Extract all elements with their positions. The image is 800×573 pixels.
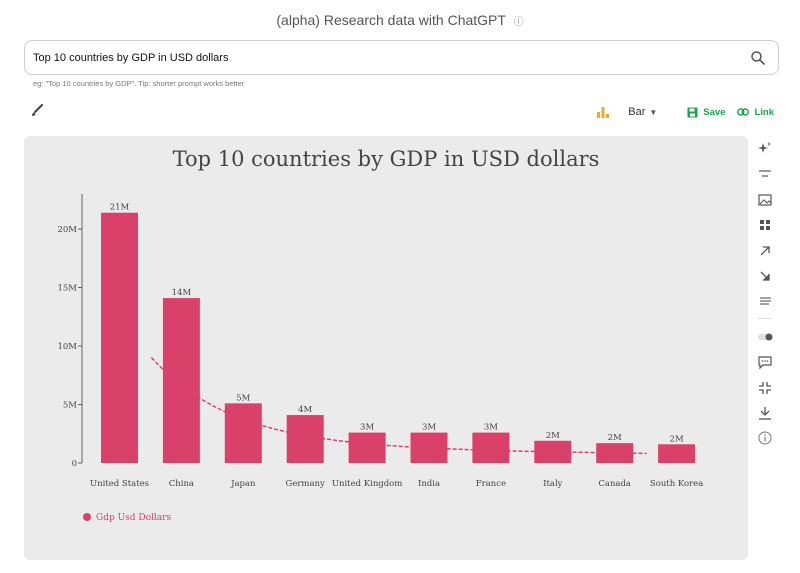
search-box[interactable] <box>24 40 779 75</box>
image-icon[interactable] <box>756 191 774 209</box>
prompt-hint: eg: "Top 10 countries by GDP". Tip: shor… <box>33 79 245 88</box>
x-tick-label: Canada <box>598 479 631 489</box>
bar <box>534 440 572 463</box>
x-tick-label: India <box>418 479 440 489</box>
bar <box>286 415 324 463</box>
x-tick-label: United Kingdom <box>332 479 403 489</box>
arrow-down-right-icon[interactable] <box>756 267 774 285</box>
bar <box>348 432 386 463</box>
bars <box>101 212 696 463</box>
bar <box>101 212 138 463</box>
data-label: 3M <box>484 423 498 433</box>
legend[interactable]: Gdp Usd Dollars <box>83 513 171 523</box>
trend-line <box>150 357 647 455</box>
legend-marker <box>83 513 91 521</box>
brush-icon[interactable] <box>30 104 44 118</box>
data-label: 3M <box>422 423 436 433</box>
search-input[interactable] <box>33 49 733 67</box>
bar-chart: Top 10 countries by GDP in USD dollars 0… <box>57 147 703 523</box>
bar <box>224 403 262 463</box>
sort-icon[interactable] <box>756 165 774 183</box>
data-label: 3M <box>360 423 374 433</box>
toolbar: Bar ▼ Save Link <box>596 104 774 120</box>
download-icon[interactable] <box>756 404 774 422</box>
y-tick-label: 10M <box>57 342 77 352</box>
y-tick-label: 20M <box>57 225 77 235</box>
save-icon <box>687 107 698 117</box>
y-tick-label: 15M <box>57 284 77 294</box>
y-tick-label: 5M <box>63 401 77 411</box>
sparkle-icon[interactable] <box>756 140 774 158</box>
chart-title: Top 10 countries by GDP in USD dollars <box>173 147 600 171</box>
app-title: (alpha) Research data with ChatGPT ⓘ <box>0 12 800 28</box>
toolbar-divider <box>758 317 772 319</box>
data-label: 2M <box>670 434 684 444</box>
chart-type-label: Bar <box>628 106 646 118</box>
data-label: 21M <box>110 203 130 213</box>
comment-icon[interactable] <box>756 353 774 371</box>
shrink-icon[interactable] <box>756 379 774 397</box>
link-button[interactable]: Link <box>737 107 774 118</box>
info-icon[interactable] <box>756 429 774 447</box>
x-tick-label: Italy <box>543 479 563 489</box>
bar-chart-icon[interactable] <box>596 105 610 119</box>
bar <box>658 444 696 463</box>
info-icon[interactable]: ⓘ <box>513 17 524 28</box>
x-tick-label: United States <box>90 479 149 489</box>
data-label: 2M <box>546 431 560 441</box>
x-tick-label: South Korea <box>650 479 703 489</box>
x-axis: United States China Japan Germany United Kin… <box>90 479 703 489</box>
save-button[interactable]: Save <box>687 107 725 118</box>
grid-icon[interactable] <box>756 216 774 234</box>
data-labels: 21M 14M 5M 4M 3M 3M 3M 2M 2M 2M <box>110 203 684 445</box>
chart-card: Top 10 countries by GDP in USD dollars 0… <box>24 136 748 560</box>
chevron-down-icon: ▼ <box>649 107 658 117</box>
bar <box>162 298 200 463</box>
data-label: 4M <box>298 405 312 415</box>
legend-label: Gdp Usd Dollars <box>96 513 171 523</box>
x-tick-label: France <box>476 479 506 489</box>
data-label: 2M <box>608 433 622 443</box>
bar <box>472 432 510 463</box>
toggle-icon[interactable] <box>756 328 774 346</box>
link-icon <box>737 108 750 116</box>
side-toolbar <box>756 140 774 455</box>
y-axis: 0 5M 10M 15M 20M <box>57 194 83 469</box>
search-icon[interactable] <box>750 50 766 66</box>
x-tick-label: Germany <box>286 479 325 489</box>
data-label: 14M <box>172 288 192 298</box>
app-title-text: (alpha) Research data with ChatGPT <box>276 12 506 28</box>
chart-type-select[interactable]: Bar ▼ <box>628 106 657 118</box>
arrow-up-right-icon[interactable] <box>756 242 774 260</box>
link-label: Link <box>754 106 774 118</box>
save-label: Save <box>703 106 726 118</box>
data-label: 5M <box>236 393 250 403</box>
x-tick-label: China <box>169 479 194 489</box>
y-tick-label: 0 <box>72 459 77 469</box>
x-tick-label: Japan <box>230 479 256 489</box>
align-icon[interactable] <box>756 292 774 310</box>
